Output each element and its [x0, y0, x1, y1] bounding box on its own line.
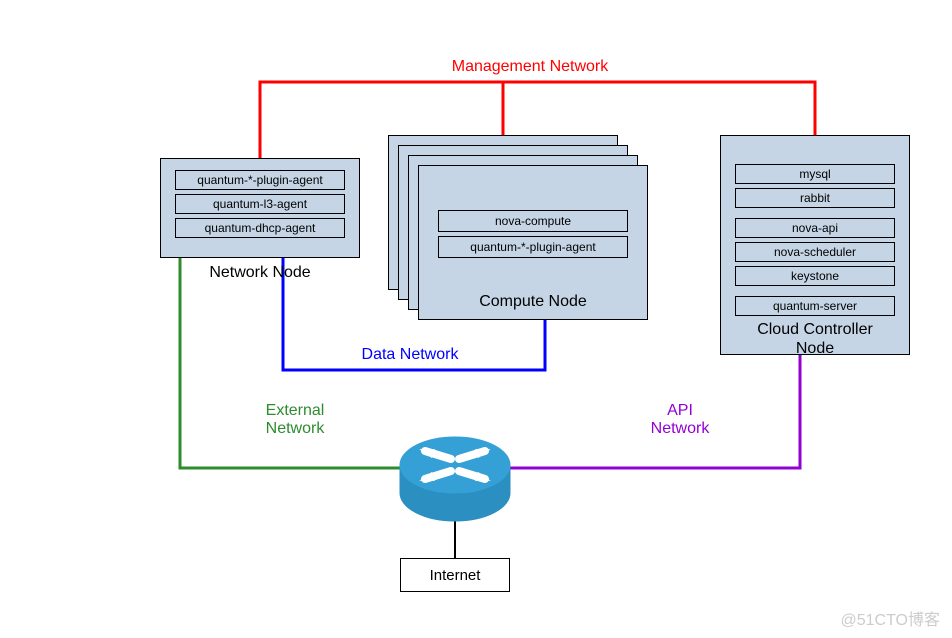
- compute-node-component: nova-compute: [438, 210, 628, 232]
- controller-title-line2: Node: [796, 340, 834, 357]
- external-label-l1: External: [266, 402, 325, 419]
- controller-title-line1: Cloud Controller: [757, 321, 873, 338]
- watermark: @51CTO博客: [840, 606, 940, 630]
- controller-node-component: nova-scheduler: [735, 242, 895, 262]
- compute-node-title: Compute Node: [418, 293, 648, 311]
- controller-node-component: nova-api: [735, 218, 895, 238]
- controller-node-component: quantum-server: [735, 296, 895, 316]
- network-node-component: quantum-dhcp-agent: [175, 218, 345, 238]
- cloud-controller-node-title: Cloud Controller Node: [720, 320, 910, 358]
- external-label-l2: Network: [266, 420, 325, 437]
- compute-node-component: quantum-*-plugin-agent: [438, 236, 628, 258]
- controller-node-component: mysql: [735, 164, 895, 184]
- network-node-title: Network Node: [160, 264, 360, 282]
- network-node-component: quantum-*-plugin-agent: [175, 170, 345, 190]
- external-network-label: External Network: [245, 402, 345, 439]
- api-network-label: API Network: [630, 402, 730, 439]
- api-label-l2: Network: [651, 420, 710, 437]
- internet-box: Internet: [400, 558, 510, 592]
- management-network-label: Management Network: [420, 58, 640, 76]
- controller-node-component: keystone: [735, 266, 895, 286]
- network-node-component: quantum-l3-agent: [175, 194, 345, 214]
- data-network-label: Data Network: [330, 346, 490, 364]
- controller-node-component: rabbit: [735, 188, 895, 208]
- api-label-l1: API: [667, 402, 693, 419]
